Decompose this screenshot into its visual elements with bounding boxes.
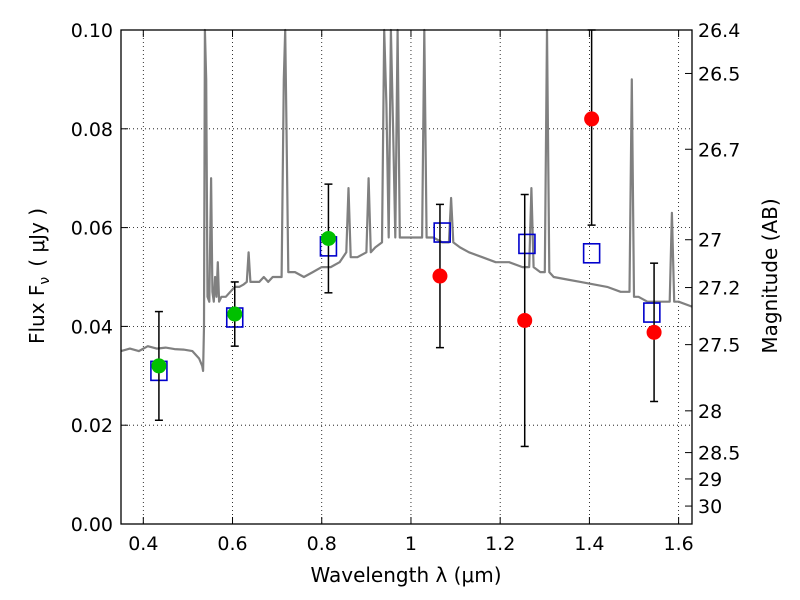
observed-flux-point bbox=[320, 230, 336, 246]
x-tick-label: 0.6 bbox=[217, 533, 247, 555]
observed-flux-point bbox=[517, 312, 533, 328]
model-flux-square bbox=[433, 222, 451, 243]
y2-tick-label: 27.2 bbox=[698, 278, 740, 300]
model-flux-square bbox=[582, 242, 601, 264]
y2-axis-title: Magnitude (AB) bbox=[758, 198, 782, 353]
template-spectrum-line bbox=[120, 28, 693, 372]
y-tick-label: 0.02 bbox=[71, 415, 113, 437]
y2-tick-label: 28.5 bbox=[698, 443, 740, 465]
y2-tick-label: 30 bbox=[698, 496, 722, 518]
x-tick-label: 1 bbox=[405, 533, 417, 555]
y-tick-label: 0.06 bbox=[71, 218, 113, 240]
y2-tick-label: 26.5 bbox=[698, 63, 740, 85]
x-tick-label: 1.2 bbox=[485, 533, 515, 555]
y2-tick-label: 29 bbox=[698, 469, 722, 491]
axis-ticks: 0.4 0.6 0.8 1 1.2 1.4 1.6 0.00 0.02 0.04 0.06 0.08 0… bbox=[71, 20, 741, 555]
model-flux-square bbox=[518, 233, 536, 255]
y-tick-label: 0.10 bbox=[71, 20, 113, 42]
y2-tick-label: 27.5 bbox=[698, 335, 740, 357]
y-tick-label: 0.08 bbox=[71, 119, 113, 141]
y-tick-label: 0.00 bbox=[71, 514, 113, 536]
y-axis-title-subscript: ν bbox=[37, 277, 53, 285]
y-axis-title-main: Flux F bbox=[25, 285, 49, 344]
x-tick-label: 1.4 bbox=[574, 533, 604, 555]
y2-tick-label: 26.4 bbox=[698, 20, 740, 42]
observed-flux-point bbox=[584, 111, 600, 127]
plot-area bbox=[120, 28, 693, 448]
observed-flux-point bbox=[151, 358, 167, 374]
y-tick-label: 0.04 bbox=[71, 316, 113, 338]
plot-frame bbox=[120, 29, 693, 525]
y2-tick-label: 27 bbox=[698, 230, 722, 252]
x-axis-title: Wavelength λ (μm) bbox=[310, 563, 501, 587]
model-flux-square bbox=[643, 302, 661, 323]
x-tick-label: 0.4 bbox=[128, 533, 158, 555]
y-axis-title: Flux Fν ( μJy ) bbox=[25, 208, 53, 344]
y2-tick-label: 26.7 bbox=[698, 139, 740, 161]
x-tick-label: 1.6 bbox=[664, 533, 694, 555]
y-axis-title-unit: ( μJy ) bbox=[25, 208, 49, 267]
y2-tick-label: 28 bbox=[698, 401, 722, 423]
observed-flux-point bbox=[646, 324, 662, 340]
x-tick-label: 0.8 bbox=[307, 533, 337, 555]
observed-flux-point bbox=[432, 268, 448, 284]
observed-flux-point bbox=[227, 306, 243, 322]
